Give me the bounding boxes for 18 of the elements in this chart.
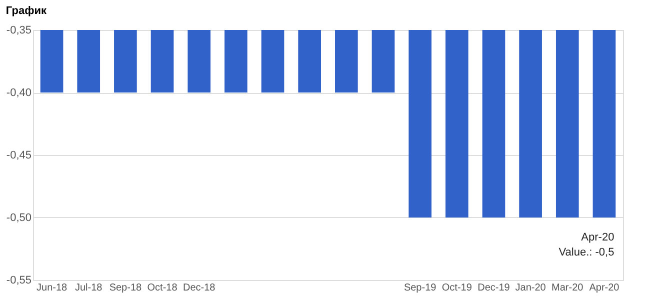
x-tick-label: Jan-20 <box>515 282 546 294</box>
x-tick-label: Oct-19 <box>442 282 472 294</box>
y-tick-label: -0,55 <box>6 274 32 286</box>
x-tick-label: Jul-18 <box>74 282 103 294</box>
x-tick-label: Dec-18 <box>182 282 216 294</box>
annotation: Apr-20 Value.: -0,5 <box>558 232 614 258</box>
x-tick-label: Oct-18 <box>147 282 178 294</box>
x-tick-label: Dec-19 <box>478 282 510 294</box>
x-tick-label: Sep-18 <box>109 282 142 294</box>
x-tick-label: Apr-20 <box>589 282 620 294</box>
y-tick-label: -0,50 <box>6 212 32 224</box>
y-tick-label: -0,35 <box>6 24 32 36</box>
y-tick-label: -0,40 <box>6 87 32 99</box>
chart-title: График <box>6 5 47 17</box>
x-tick-label: Jun-18 <box>36 282 68 294</box>
x-tick-label: Mar-20 <box>552 282 584 294</box>
y-tick-label: -0,45 <box>6 150 32 162</box>
x-tick-label: Sep-19 <box>404 282 437 294</box>
